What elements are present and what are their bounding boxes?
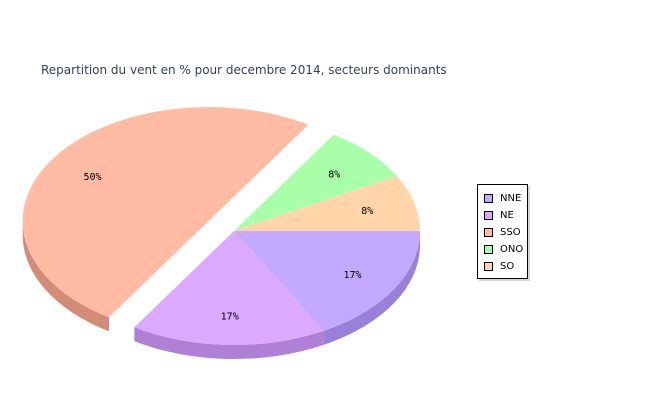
chart-title: Repartition du vent en % pour decembre 2… [41, 63, 447, 77]
pie-side-sso [22, 221, 110, 332]
slice-label-ono: 8% [328, 169, 340, 180]
pie-slice-ne [134, 231, 324, 345]
legend-item-ono: ONO [484, 241, 527, 258]
legend-swatch [484, 194, 493, 203]
pie-side-nne [323, 231, 420, 345]
slice-label-nne: 17% [343, 270, 361, 281]
legend-swatch [484, 211, 493, 220]
legend-swatch [484, 262, 493, 271]
pie-slice-ono [234, 134, 397, 231]
slice-label-so: 8% [361, 206, 373, 217]
legend-swatch [484, 228, 493, 237]
legend-item-nne: NNE [484, 190, 527, 207]
legend-label: SSO [500, 227, 521, 238]
legend-item-so: SO [484, 258, 527, 275]
legend-item-ne: NE [484, 207, 527, 224]
pie-labels: 17% 17% 50% 8% 8% [83, 169, 373, 322]
legend-label: SO [500, 261, 515, 272]
legend-item-sso: SSO [484, 224, 527, 241]
pie-tops [22, 107, 420, 345]
pie-slice-nne [234, 231, 420, 331]
legend-label: ONO [500, 244, 524, 255]
pie-slice-sso [22, 107, 309, 318]
legend-swatch [484, 245, 493, 254]
slice-label-ne: 17% [221, 311, 239, 322]
pie-slice-so [234, 176, 420, 231]
legend-label: NE [500, 210, 514, 221]
legend: NNE NE SSO ONO SO [477, 184, 528, 279]
pie-sides [22, 221, 420, 359]
legend-label: NNE [500, 193, 522, 204]
pie-side-ne [134, 327, 324, 359]
slice-label-sso: 50% [83, 172, 101, 183]
